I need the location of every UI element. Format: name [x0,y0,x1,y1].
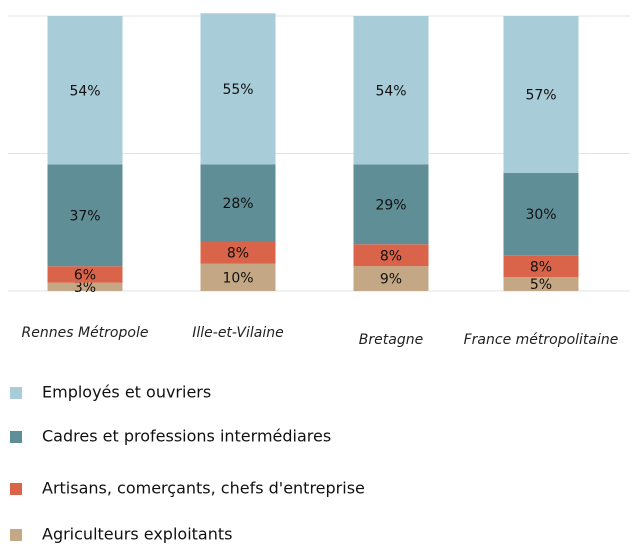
bar-segment [353,164,429,245]
legend-label: Agriculteurs exploitants [42,525,232,544]
bar-segment [200,13,276,165]
bar-segment [503,16,579,173]
data-label: 28% [222,196,253,212]
data-label: 55% [222,82,253,98]
legend-swatch [10,431,22,443]
data-label: 54% [69,83,100,99]
data-label: 10% [222,270,253,286]
data-label: 8% [227,246,249,262]
data-label: 5% [530,277,552,293]
data-label: 9% [380,272,402,288]
legend-label: Employés et ouvriers [42,383,211,402]
legend-swatch [10,529,22,541]
legend-label: Cadres et professions intermédiares [42,427,331,446]
data-label: 57% [525,87,556,103]
bar-segment [47,16,123,165]
bar-segment [200,263,276,291]
data-label: 29% [375,197,406,213]
data-label: 54% [375,83,406,99]
bar-segment [47,164,123,267]
legend-swatch [10,483,22,495]
data-label: 8% [530,259,552,275]
legend-label: Artisans, comerçants, chefs d'entreprise [42,479,365,498]
x-tick-label: France métropolitaine [464,332,619,348]
bar-segment [47,282,123,291]
x-tick-label: Rennes Métropole [22,325,149,341]
bar-segment [353,266,429,291]
x-tick-label: Ille-et-Vilaine [192,325,283,341]
bar-segment [503,277,579,291]
data-label: 8% [380,248,402,264]
data-label: 3% [74,280,96,296]
bar-segment [200,164,276,242]
bar-segment [47,266,123,283]
bar-segment [353,16,429,165]
data-label: 6% [74,268,96,284]
bar-segment [503,172,579,256]
data-label: 37% [69,208,100,224]
bar-segment [200,241,276,264]
bar-segment [503,255,579,278]
legend-swatch [10,387,22,399]
bar-segment [353,244,429,267]
x-tick-label: Bretagne [359,332,423,348]
data-label: 30% [525,207,556,223]
